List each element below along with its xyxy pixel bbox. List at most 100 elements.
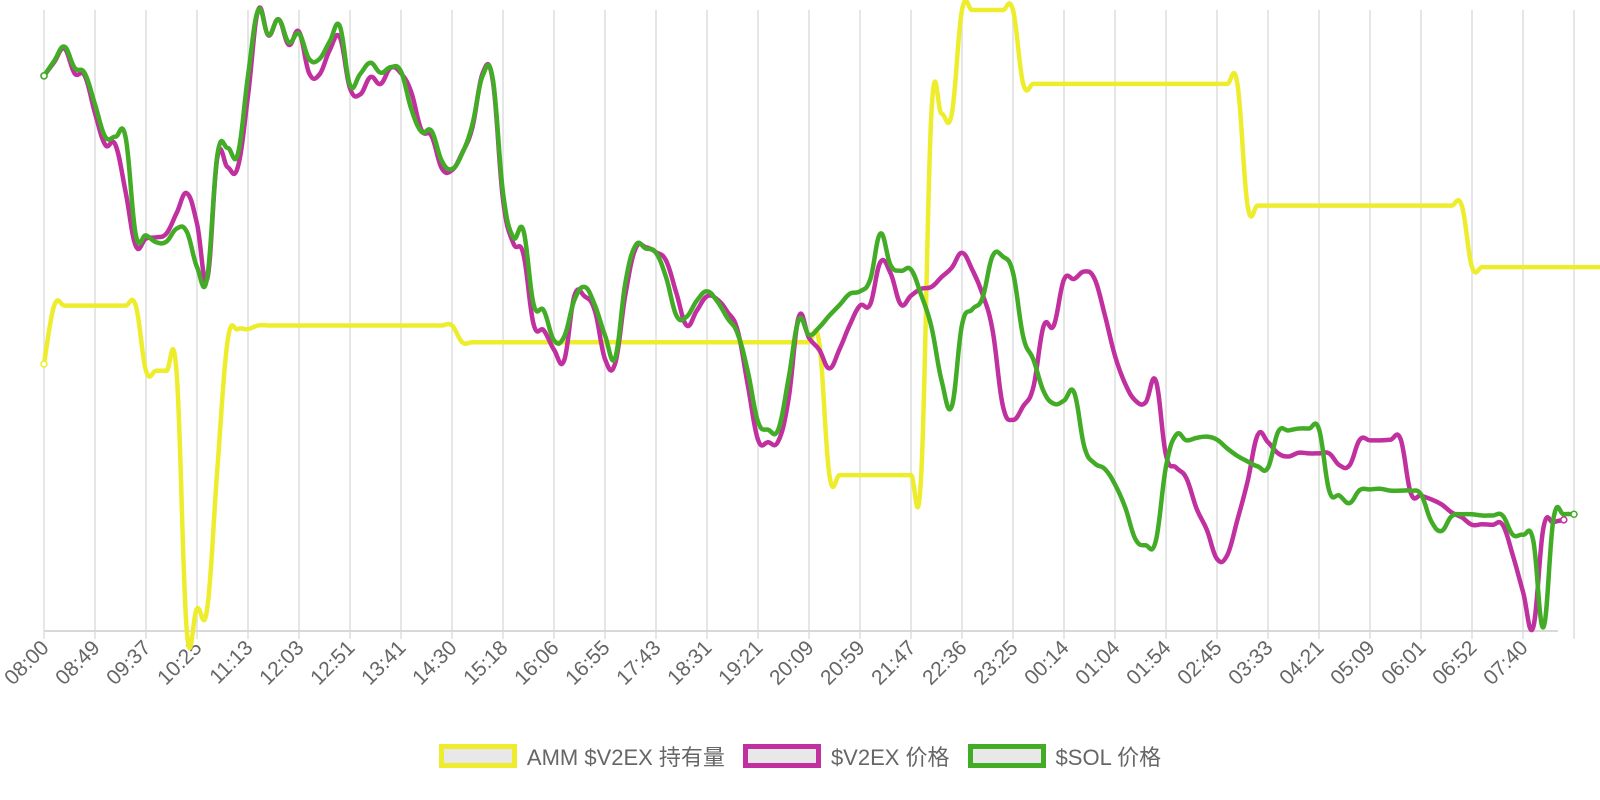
data-point[interactable]: [1327, 488, 1332, 493]
data-point[interactable]: [1021, 82, 1026, 86]
data-point[interactable]: [378, 70, 383, 75]
data-point[interactable]: [1510, 265, 1515, 269]
data-point[interactable]: [40, 360, 48, 368]
data-point[interactable]: [144, 368, 148, 373]
data-point[interactable]: [164, 368, 169, 373]
data-point[interactable]: [725, 340, 730, 345]
data-point[interactable]: [490, 77, 495, 81]
data-point[interactable]: [195, 265, 199, 269]
data-point[interactable]: [470, 340, 475, 345]
data-point[interactable]: [1062, 398, 1066, 403]
data-point[interactable]: [1510, 532, 1515, 537]
data-point[interactable]: [1347, 463, 1352, 468]
data-point[interactable]: [735, 331, 740, 336]
data-point[interactable]: [705, 289, 709, 294]
data-point[interactable]: [1000, 8, 1005, 12]
data-point[interactable]: [1255, 464, 1260, 469]
data-point[interactable]: [654, 340, 658, 345]
data-point[interactable]: [1286, 428, 1291, 433]
data-point[interactable]: [123, 135, 128, 140]
data-point[interactable]: [1347, 501, 1352, 505]
data-point[interactable]: [970, 307, 975, 312]
data-point[interactable]: [1215, 82, 1219, 86]
data-point[interactable]: [419, 129, 424, 134]
data-point[interactable]: [317, 57, 322, 61]
data-point[interactable]: [1123, 505, 1128, 510]
data-point[interactable]: [756, 340, 760, 345]
data-point[interactable]: [1184, 82, 1189, 86]
data-point[interactable]: [715, 299, 720, 304]
data-point[interactable]: [511, 241, 516, 245]
data-point[interactable]: [1378, 486, 1383, 491]
data-point[interactable]: [1439, 502, 1444, 507]
data-point[interactable]: [674, 340, 679, 345]
data-point[interactable]: [276, 323, 281, 328]
data-point[interactable]: [1276, 451, 1281, 456]
data-point[interactable]: [1143, 400, 1148, 405]
data-point[interactable]: [286, 40, 291, 45]
data-point[interactable]: [1531, 265, 1536, 269]
data-point[interactable]: [1113, 354, 1117, 358]
data-point[interactable]: [1072, 390, 1077, 395]
data-point[interactable]: [388, 65, 393, 69]
data-point[interactable]: [215, 152, 220, 157]
data-point[interactable]: [307, 71, 312, 76]
data-point[interactable]: [93, 303, 97, 308]
data-point[interactable]: [1235, 82, 1240, 86]
data-point[interactable]: [745, 340, 750, 345]
data-point[interactable]: [205, 606, 210, 611]
data-point[interactable]: [1570, 510, 1578, 519]
data-point[interactable]: [541, 328, 546, 333]
data-point[interactable]: [317, 72, 322, 77]
data-point[interactable]: [368, 60, 373, 65]
data-point[interactable]: [1439, 203, 1444, 208]
data-point[interactable]: [654, 250, 658, 255]
data-point[interactable]: [919, 473, 924, 477]
data-point[interactable]: [1011, 270, 1015, 275]
data-point[interactable]: [766, 440, 771, 445]
data-point[interactable]: [1541, 625, 1546, 630]
data-point[interactable]: [184, 629, 189, 633]
data-point[interactable]: [1296, 203, 1301, 208]
data-point[interactable]: [1102, 313, 1107, 317]
data-point[interactable]: [1051, 82, 1056, 86]
data-point[interactable]: [1398, 203, 1403, 208]
data-point[interactable]: [1347, 203, 1352, 208]
data-point[interactable]: [837, 473, 842, 477]
data-point[interactable]: [1082, 445, 1087, 450]
data-point[interactable]: [1041, 324, 1046, 328]
data-point[interactable]: [949, 265, 954, 270]
data-point[interactable]: [1204, 82, 1209, 86]
data-point[interactable]: [888, 473, 893, 477]
data-point[interactable]: [164, 231, 169, 236]
data-point[interactable]: [388, 323, 393, 328]
data-point[interactable]: [531, 322, 536, 327]
data-point[interactable]: [1113, 82, 1117, 86]
data-point[interactable]: [215, 466, 220, 471]
data-point[interactable]: [358, 92, 363, 97]
data-point[interactable]: [1225, 82, 1230, 86]
data-point[interactable]: [623, 280, 628, 285]
data-point[interactable]: [674, 291, 679, 296]
data-point[interactable]: [1204, 527, 1209, 532]
data-point[interactable]: [837, 347, 842, 351]
data-point[interactable]: [1419, 203, 1423, 208]
data-point[interactable]: [1255, 432, 1260, 437]
data-point[interactable]: [317, 323, 322, 328]
data-point[interactable]: [776, 427, 781, 432]
data-point[interactable]: [1592, 265, 1597, 269]
data-point[interactable]: [1561, 512, 1566, 517]
data-point[interactable]: [929, 111, 934, 116]
data-point[interactable]: [1449, 203, 1454, 208]
data-point[interactable]: [878, 260, 883, 264]
data-point[interactable]: [898, 268, 903, 273]
data-point[interactable]: [817, 325, 822, 330]
data-point[interactable]: [113, 142, 118, 147]
data-point[interactable]: [643, 246, 648, 251]
data-point[interactable]: [939, 111, 944, 116]
data-point[interactable]: [460, 340, 465, 345]
data-point[interactable]: [521, 252, 526, 256]
data-point[interactable]: [1296, 450, 1301, 455]
data-point[interactable]: [1031, 357, 1036, 362]
data-point[interactable]: [725, 316, 730, 320]
